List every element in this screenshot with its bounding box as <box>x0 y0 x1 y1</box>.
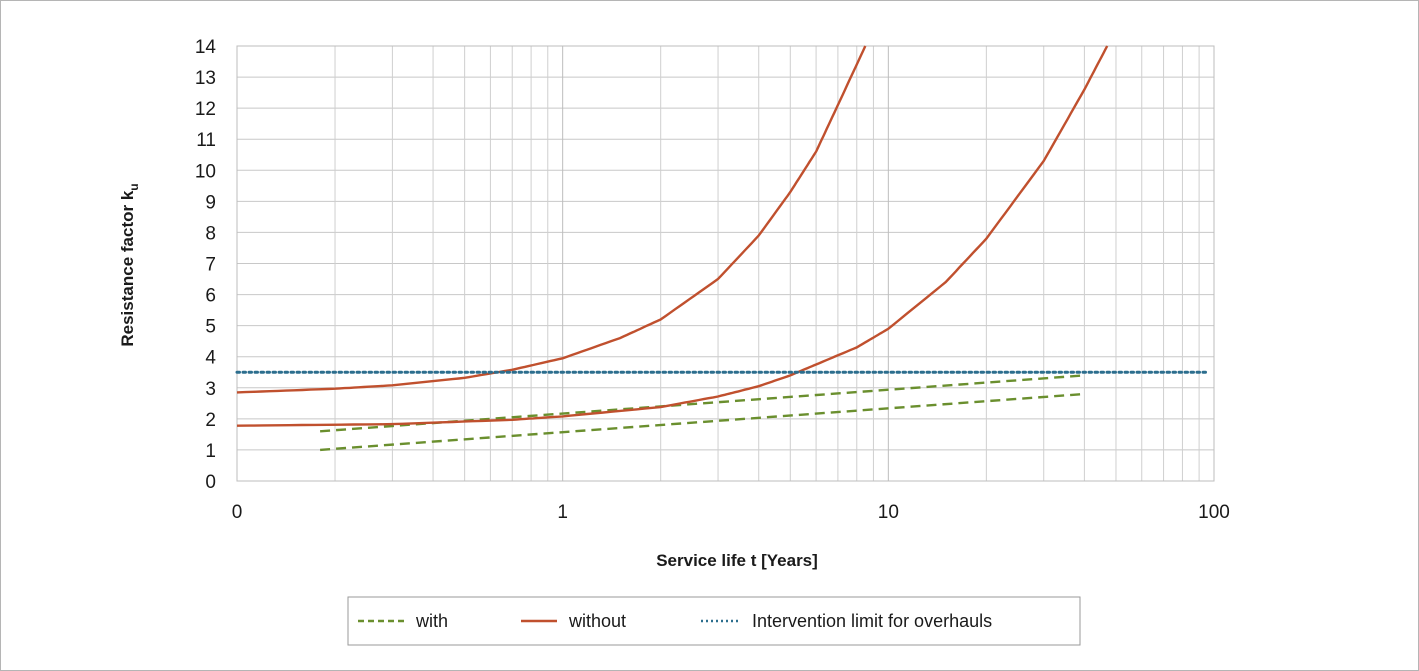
legend-box <box>347 596 1081 646</box>
x-tick-label: 10 <box>878 502 899 523</box>
y-tick-label: 5 <box>205 317 216 338</box>
legend: with without Intervention limit for over… <box>347 596 1081 646</box>
y-tick-label: 2 <box>205 410 216 431</box>
y-tick-label: 7 <box>205 255 216 276</box>
y-tick-label: 4 <box>205 348 216 369</box>
y-tick-label: 13 <box>195 68 216 89</box>
y-tick-label: 10 <box>195 161 216 182</box>
y-tick-label: 11 <box>196 130 216 151</box>
x-tick-label: 1 <box>557 502 568 523</box>
y-axis-title-main: Resistance factor k <box>118 190 137 346</box>
series-without-line <box>236 45 867 394</box>
y-tick-label: 3 <box>205 379 216 400</box>
x-axis-title: Service life t [Years] <box>656 551 818 570</box>
y-tick-label: 0 <box>205 472 216 493</box>
legend-item-intervention-limit: Intervention limit for overhauls <box>701 611 992 631</box>
y-tick-label: 8 <box>205 223 216 244</box>
legend-label-intervention-limit: Intervention limit for overhauls <box>752 611 992 631</box>
y-tick-label: 9 <box>205 192 216 213</box>
legend-item-without: without <box>521 611 626 631</box>
y-tick-label: 14 <box>195 37 217 58</box>
series-without-line <box>236 45 1109 427</box>
y-tick-label: 6 <box>205 286 216 307</box>
legend-label-with: with <box>415 611 448 631</box>
legend-label-without: without <box>568 611 626 631</box>
plot-grid <box>236 45 1214 482</box>
y-tick-label: 1 <box>205 441 216 462</box>
x-axis-ticks: 0 1 10 100 <box>232 502 1230 523</box>
plot-area <box>236 45 1215 482</box>
x-tick-label: 0 <box>232 502 243 523</box>
y-axis-title-subscript: u <box>127 183 141 190</box>
y-tick-label: 12 <box>195 99 216 120</box>
series-layer <box>235 45 1209 452</box>
legend-item-with: with <box>358 611 448 631</box>
y-axis-title: Resistance factor ku <box>118 183 141 346</box>
x-tick-label: 100 <box>1198 502 1230 523</box>
